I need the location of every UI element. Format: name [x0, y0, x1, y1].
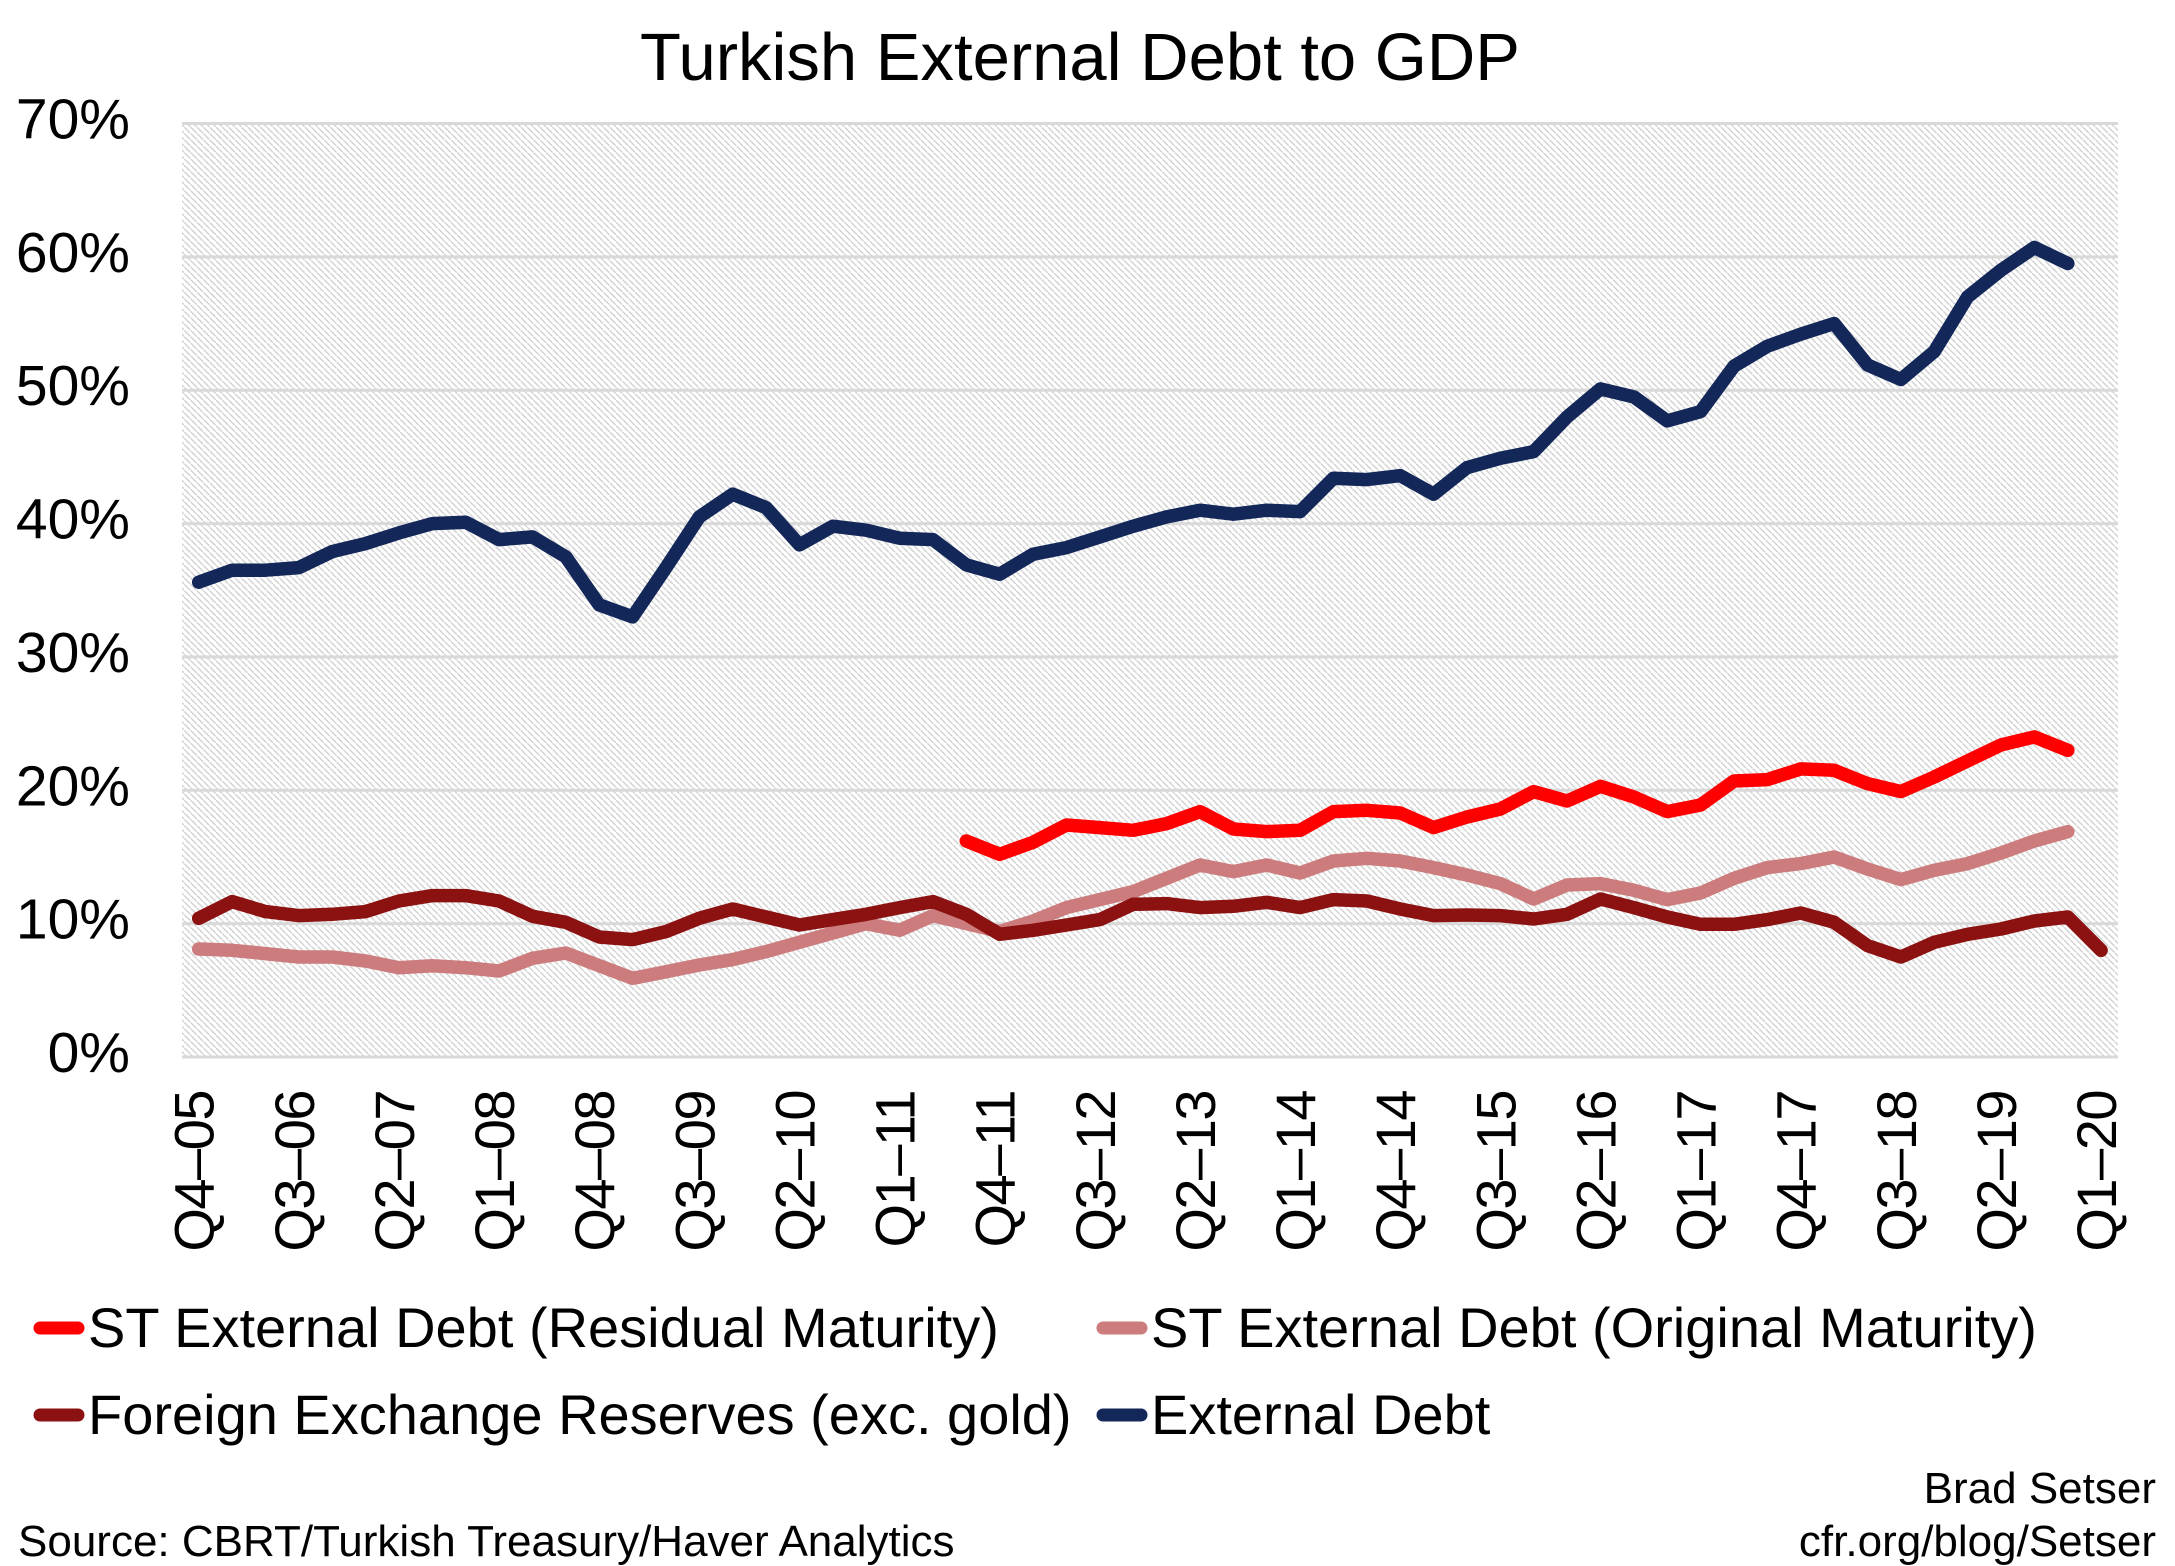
svg-text:10%: 10%: [16, 888, 130, 952]
svg-text:Turkish External Debt to GDP: Turkish External Debt to GDP: [640, 20, 1520, 95]
svg-text:Q1–20: Q1–20: [2065, 1091, 2128, 1252]
svg-text:cfr.org/blog/Setser: cfr.org/blog/Setser: [1799, 1517, 2156, 1566]
svg-text:ST External Debt (Original Mat: ST External Debt (Original Maturity): [1151, 1296, 2037, 1359]
svg-text:Q3–18: Q3–18: [1865, 1091, 1928, 1252]
svg-text:Q3–06: Q3–06: [263, 1091, 326, 1252]
svg-text:50%: 50%: [16, 354, 130, 418]
svg-text:Q1–11: Q1–11: [864, 1091, 927, 1247]
svg-text:70%: 70%: [16, 88, 130, 152]
svg-text:Q2–19: Q2–19: [1965, 1091, 2028, 1252]
svg-text:Q4–08: Q4–08: [563, 1091, 626, 1252]
svg-text:Q4–14: Q4–14: [1364, 1091, 1427, 1252]
svg-text:Q2–10: Q2–10: [764, 1091, 827, 1252]
svg-text:Q4–17: Q4–17: [1765, 1091, 1828, 1252]
svg-text:Q1–08: Q1–08: [463, 1091, 526, 1252]
svg-text:Q1–17: Q1–17: [1665, 1091, 1728, 1252]
svg-text:Q2–16: Q2–16: [1565, 1091, 1628, 1252]
svg-text:60%: 60%: [16, 221, 130, 285]
svg-text:External Debt: External Debt: [1151, 1383, 1491, 1446]
svg-text:40%: 40%: [16, 488, 130, 552]
svg-text:0%: 0%: [48, 1021, 130, 1085]
svg-text:Foreign Exchange Reserves (exc: Foreign Exchange Reserves (exc. gold): [88, 1383, 1072, 1446]
svg-text:Q4–05: Q4–05: [163, 1091, 226, 1252]
svg-text:Brad Setser: Brad Setser: [1924, 1464, 2156, 1513]
svg-text:Q2–13: Q2–13: [1164, 1091, 1227, 1252]
svg-text:Q3–12: Q3–12: [1064, 1091, 1127, 1252]
svg-text:30%: 30%: [16, 621, 130, 685]
svg-text:Q3–09: Q3–09: [663, 1091, 726, 1252]
svg-text:Q2–07: Q2–07: [363, 1091, 426, 1252]
svg-text:Source: CBRT/Turkish Treasury/: Source: CBRT/Turkish Treasury/Haver Anal…: [18, 1517, 955, 1566]
svg-text:Q4–11: Q4–11: [964, 1091, 1027, 1247]
svg-text:Q1–14: Q1–14: [1264, 1091, 1327, 1252]
svg-text:20%: 20%: [16, 754, 130, 818]
svg-text:Q3–15: Q3–15: [1464, 1091, 1527, 1252]
svg-text:ST External Debt (Residual Mat: ST External Debt (Residual Maturity): [88, 1296, 999, 1359]
